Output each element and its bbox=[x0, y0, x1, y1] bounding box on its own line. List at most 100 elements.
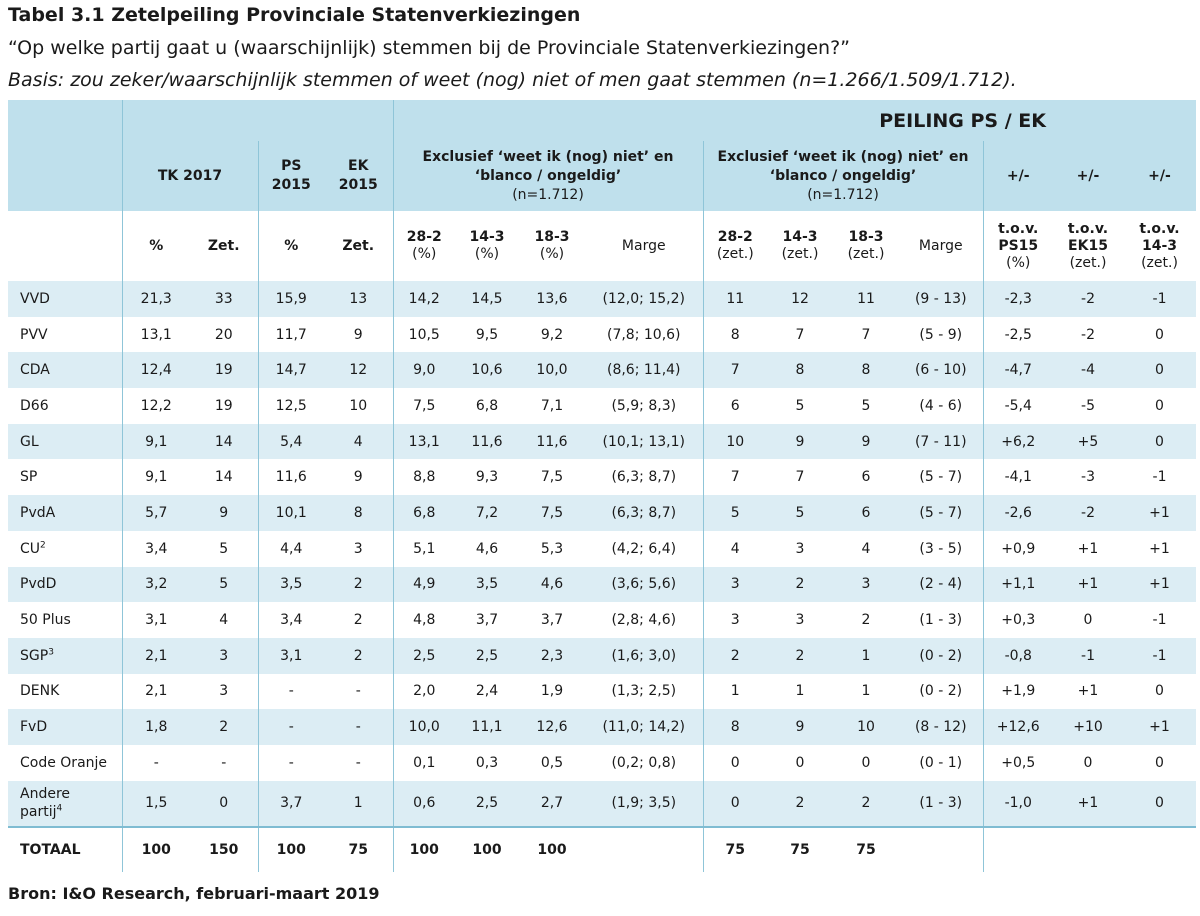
table-cell: 7 bbox=[730, 469, 740, 486]
table-cell: 4,4 bbox=[280, 540, 303, 557]
table-cell: 14,2 bbox=[393, 281, 455, 317]
table-cell: (6,3; 8,7) bbox=[585, 459, 704, 496]
table-cell: 10 bbox=[703, 423, 767, 460]
table-cell: 0,5 bbox=[540, 754, 564, 771]
table-cell: +1 bbox=[1053, 780, 1123, 827]
party-name: D66 bbox=[8, 388, 123, 424]
table-cell: 0 bbox=[1155, 326, 1164, 343]
table-cell: (8,6; 11,4) bbox=[585, 352, 704, 389]
table-cell: 6,8 bbox=[475, 397, 499, 414]
table-cell: 7,5 bbox=[519, 495, 585, 531]
table-cell: +1,9 bbox=[1001, 683, 1036, 700]
table-cell: 9 bbox=[767, 709, 833, 745]
table-cell: 7 bbox=[795, 326, 805, 343]
table-cell bbox=[899, 825, 984, 872]
table-cell: -0,8 bbox=[983, 637, 1053, 674]
table-cell: 2 bbox=[767, 780, 833, 827]
table-cell: 10,0 bbox=[519, 352, 585, 389]
col-zet-18-3: 18-3 (zet.) bbox=[833, 211, 899, 281]
table-cell: 13 bbox=[324, 281, 394, 317]
table-cell: (7,8; 10,6) bbox=[585, 316, 704, 353]
table-cell: +1,1 bbox=[983, 566, 1053, 603]
table-cell: -5 bbox=[1081, 397, 1095, 414]
table-title: Tabel 3.1 Zetelpeiling Provinciale State… bbox=[8, 4, 581, 26]
total-row: TOTAAL 100 150 100 75 100 100 100 75 75 75 bbox=[8, 825, 1196, 872]
diff-heading-2: +/- bbox=[1053, 141, 1123, 211]
table-row: PvdA 5,7 9 10,1 8 6,8 7,2 7,5 (6,3; 8,7) 5 5 6 (5 - … bbox=[8, 495, 1196, 531]
table-cell: 0 bbox=[1083, 754, 1093, 771]
table-cell: (1 - 3) bbox=[899, 602, 984, 638]
table-cell: +5 bbox=[1053, 423, 1123, 460]
table-cell: 6 bbox=[833, 495, 899, 531]
table-cell: 9,2 bbox=[540, 326, 564, 343]
table-row: SP 9,1 14 11,6 9 8,8 9,3 7,5 (6,3; 8,7) 7 7 6 (5 - 7… bbox=[8, 459, 1196, 496]
party-name: VVD bbox=[8, 281, 123, 317]
table-cell: 3 bbox=[190, 637, 259, 674]
table-cell: 100 bbox=[519, 825, 585, 872]
table-cell: -4,1 bbox=[1004, 469, 1032, 486]
table-cell: (3 - 5) bbox=[899, 530, 984, 567]
table-cell: 8 bbox=[324, 495, 394, 531]
table-cell: 12,4 bbox=[122, 352, 190, 389]
table-cell: (11,0; 14,2) bbox=[585, 709, 704, 745]
party-name: CDA bbox=[8, 352, 123, 389]
table-cell: -4,7 bbox=[983, 352, 1053, 389]
table-cell: 2 bbox=[324, 637, 394, 674]
table-cell: (7 - 11) bbox=[899, 423, 984, 460]
table-cell: (2,8; 4,6) bbox=[585, 602, 704, 638]
table-cell: +10 bbox=[1053, 709, 1123, 745]
table-cell: +12,6 bbox=[983, 709, 1053, 745]
peiling-heading: PEILING PS / EK bbox=[703, 100, 1196, 141]
col-pct-14-3: 14-3 (%) bbox=[455, 211, 519, 281]
table-cell: 11,6 bbox=[519, 423, 585, 460]
table-cell bbox=[585, 825, 704, 872]
table-cell: 7,2 bbox=[455, 495, 519, 531]
table-cell: -1 bbox=[1123, 281, 1196, 317]
header-row-top: PEILING PS / EK bbox=[8, 100, 1196, 141]
table-cell: -1,0 bbox=[983, 780, 1053, 827]
table-cell: 20 bbox=[190, 316, 259, 353]
excl-pct-heading: Exclusief ‘weet ik (nog) niet’ en ‘blanco… bbox=[393, 141, 704, 211]
party-name: PvdD bbox=[8, 566, 123, 603]
table-cell: 5 bbox=[861, 397, 871, 414]
table-cell: 14,7 bbox=[258, 352, 324, 389]
table-cell: 100 bbox=[393, 825, 455, 872]
party-name: CU2 bbox=[8, 530, 123, 567]
table-cell: 4,8 bbox=[413, 612, 436, 629]
table-cell: 0 bbox=[1155, 683, 1164, 700]
total-label: TOTAAL bbox=[8, 825, 123, 872]
table-cell: 2,7 bbox=[519, 780, 585, 827]
table-cell: 5 bbox=[190, 530, 259, 567]
table-cell: 75 bbox=[324, 825, 394, 872]
table-cell: 7,5 bbox=[540, 469, 564, 486]
table-cell: (4 - 6) bbox=[899, 388, 984, 424]
table-cell: 10,6 bbox=[455, 352, 519, 389]
col-tov-ek15: t.o.v. EK15 (zet.) bbox=[1053, 211, 1123, 281]
table-cell: 7 bbox=[861, 326, 871, 343]
table-cell: -5,4 bbox=[1004, 397, 1032, 414]
table-cell: 9,5 bbox=[475, 326, 499, 343]
table-row: Andere partij4 1,5 0 3,7 1 0,6 2,5 2,7 (1,9; 3,5)… bbox=[8, 780, 1196, 827]
col-zet-28-2: 28-2 (zet.) bbox=[703, 211, 767, 281]
table-cell: 1 bbox=[730, 683, 740, 700]
survey-question: “Op welke partij gaat u (waarschijnlijk)… bbox=[8, 37, 851, 59]
table-cell: 9,3 bbox=[475, 469, 499, 486]
table-cell: 2 bbox=[190, 709, 259, 745]
table-cell: 2 bbox=[767, 566, 833, 603]
ek2015-heading: EK 2015 bbox=[324, 141, 394, 211]
table-cell: 3 bbox=[833, 566, 899, 603]
table-cell: -1 bbox=[1053, 637, 1123, 674]
table-cell: 0 bbox=[1123, 423, 1196, 460]
party-name: Andere partij4 bbox=[8, 780, 123, 827]
table-cell: 3,7 bbox=[475, 612, 499, 629]
table-cell: +0,5 bbox=[1001, 754, 1036, 771]
table-cell: (9 - 13) bbox=[899, 281, 984, 317]
table-cell: 3,7 bbox=[258, 780, 324, 827]
table-cell: +1 bbox=[1077, 683, 1099, 700]
table-cell: (4,2; 6,4) bbox=[585, 530, 704, 567]
table-cell: 33 bbox=[190, 281, 259, 317]
table-cell: 9,1 bbox=[122, 423, 190, 460]
table-cell: -2,5 bbox=[1004, 326, 1032, 343]
ps2015-heading: PS 2015 bbox=[258, 141, 324, 211]
table-cell bbox=[983, 825, 1053, 872]
